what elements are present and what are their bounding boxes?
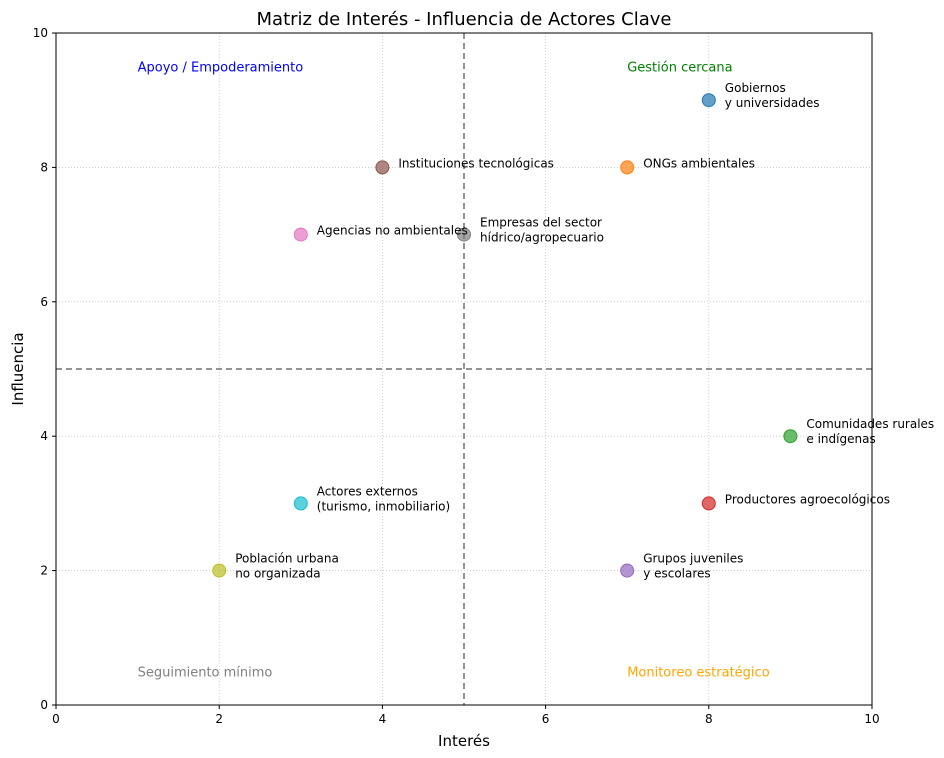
data-point — [212, 563, 227, 578]
point-label: ONGs ambientales — [643, 156, 755, 170]
data-points — [212, 93, 798, 578]
data-point — [457, 227, 471, 242]
plot-frame — [55, 32, 873, 706]
data-point — [620, 160, 635, 175]
quadrant-label: Apoyo / Empoderamiento — [138, 61, 304, 76]
data-point — [701, 93, 716, 108]
data-point — [293, 227, 308, 242]
threshold-lines — [56, 33, 872, 705]
point-label: Grupos juveniles — [643, 552, 743, 566]
point-label: e indígenas — [806, 432, 875, 446]
data-point — [701, 496, 716, 511]
point-label: Productores agroecológicos — [725, 492, 890, 506]
point-label: Comunidades rurales — [806, 417, 934, 431]
point-label: Agencias no ambientales — [317, 224, 468, 238]
x-tick-label: 10 — [864, 712, 879, 726]
point-label: hídrico/agropecuario — [480, 231, 604, 245]
point-label: Población urbana — [235, 552, 339, 566]
y-tick-label: 10 — [33, 26, 48, 40]
data-point — [620, 563, 635, 578]
point-label: Gobiernos — [725, 81, 786, 95]
chart-title: Matriz de Interés - Influencia de Actore… — [257, 9, 672, 30]
x-axis: 0 2 4 6 8 10 — [52, 705, 880, 726]
quadrant-label: Seguimiento mínimo — [138, 665, 273, 680]
quadrant-labels: Apoyo / Empoderamiento Gestión cercana Seg… — [138, 61, 770, 681]
x-tick-label: 6 — [542, 712, 550, 726]
point-label: Actores externos — [317, 484, 418, 498]
y-axis-label: Influencia — [9, 332, 27, 405]
y-tick-label: 6 — [40, 295, 48, 309]
x-tick-label: 0 — [52, 712, 60, 726]
x-tick-label: 4 — [379, 712, 387, 726]
y-axis: 0 2 4 6 8 10 — [33, 26, 56, 712]
x-tick-label: 2 — [215, 712, 223, 726]
y-tick-label: 2 — [40, 564, 48, 578]
point-label: Empresas del sector — [480, 216, 602, 230]
point-label: no organizada — [235, 567, 320, 581]
y-tick-label: 0 — [40, 698, 48, 712]
data-point — [293, 496, 308, 511]
point-label: (turismo, inmobiliario) — [317, 499, 450, 513]
point-label: y escolares — [643, 567, 710, 581]
quadrant-label: Monitoreo estratégico — [627, 665, 770, 680]
y-tick-label: 4 — [40, 429, 48, 443]
x-tick-label: 8 — [705, 712, 713, 726]
quadrant-label: Gestión cercana — [627, 61, 732, 76]
data-point — [375, 160, 390, 175]
y-tick-label: 8 — [40, 160, 48, 174]
point-label: y universidades — [725, 96, 820, 110]
point-label: Instituciones tecnológicas — [398, 156, 554, 170]
data-point — [783, 429, 798, 444]
x-axis-label: Interés — [438, 732, 490, 750]
